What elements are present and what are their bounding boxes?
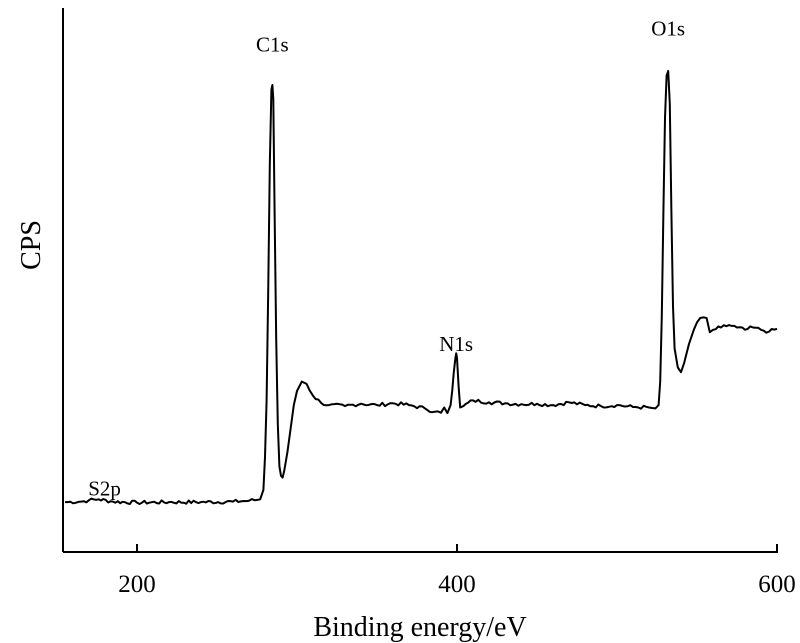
y-axis-title: CPS [16,220,47,270]
axes: 200 400 600 [62,8,796,598]
peak-label-n1s: N1s [439,332,473,356]
spectrum-line [65,69,778,505]
x-tick-label: 600 [758,571,796,598]
peak-label-o1s: O1s [651,16,685,40]
peak-label-c1s: C1s [256,33,289,57]
x-tick-label: 200 [118,571,156,598]
x-axis-title: Binding energy/eV [313,612,526,643]
plot-area [65,69,778,505]
x-tick-label: 400 [438,571,476,598]
x-ticks: 200 400 600 [118,544,796,598]
peak-label-s2p: S2p [88,477,121,501]
peak-annotations: S2p C1s N1s O1s [88,16,685,500]
